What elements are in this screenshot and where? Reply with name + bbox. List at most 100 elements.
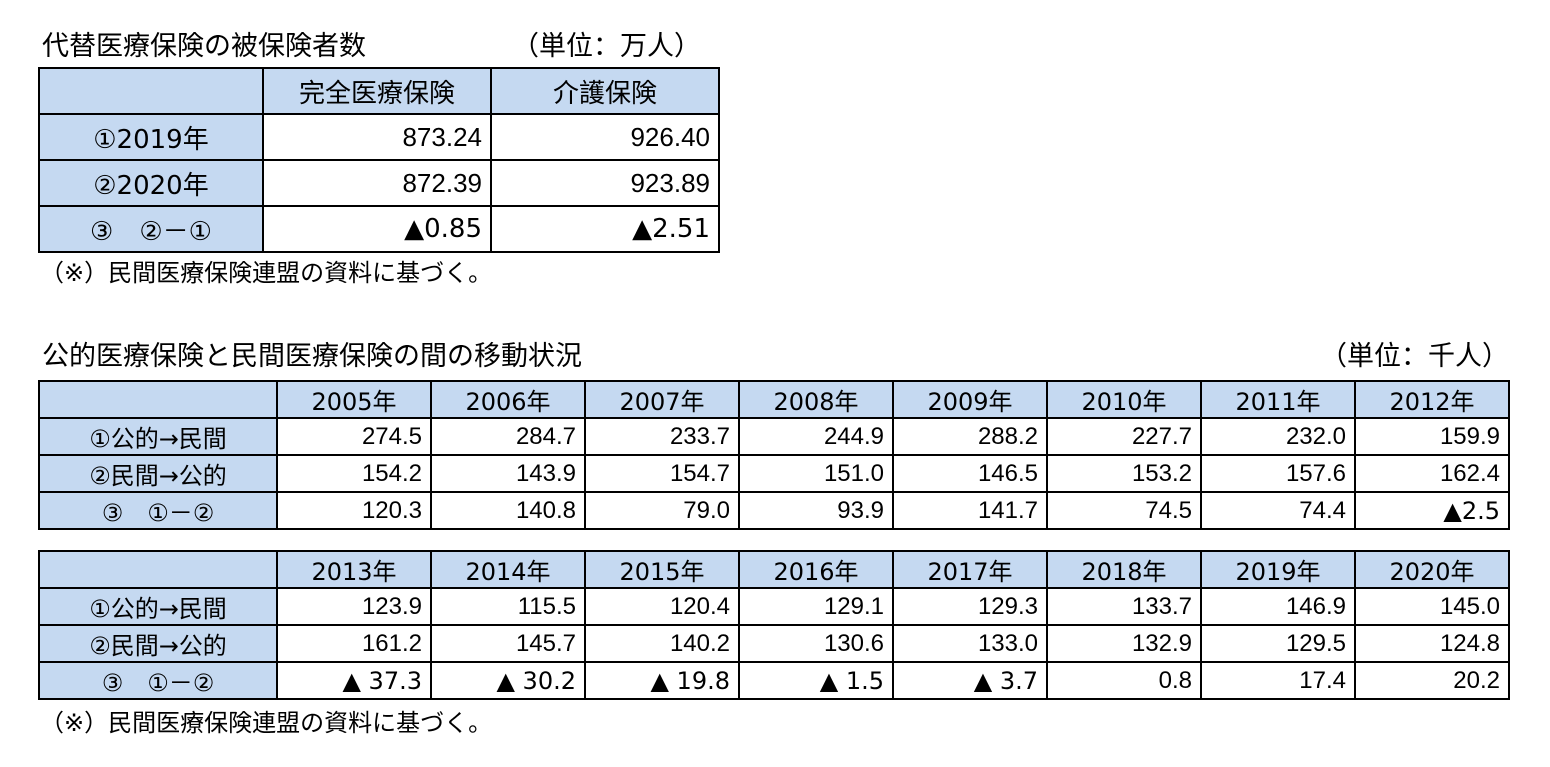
header-cell: 2012年: [1354, 380, 1510, 419]
header-cell: 2006年: [430, 380, 586, 419]
transfer-table-2005-2012: 2005年 2006年 2007年 2008年 2009年 2010年 2011…: [38, 380, 1510, 530]
header-cell: 2016年: [738, 550, 894, 589]
table-cell: 146.9: [1200, 587, 1356, 626]
header-cell: 介護保険: [490, 67, 720, 115]
table-cell: 161.2: [276, 624, 432, 663]
table-cell: 923.89: [490, 159, 720, 207]
table-cell: 145.7: [430, 624, 586, 663]
table-cell: 146.5: [892, 454, 1048, 493]
table-row: ①公的→民間 123.9 115.5 120.4 129.1 129.3 133…: [38, 587, 1510, 626]
table-cell: 115.5: [430, 587, 586, 626]
insured-count-table: 完全医療保険 介護保険 ①2019年 873.24 926.40 ②2020年 …: [38, 67, 720, 253]
table-cell: 141.7: [892, 491, 1048, 530]
table-cell: 284.7: [430, 417, 586, 456]
table-cell: ▲ 37.3: [276, 661, 432, 700]
header-cell: 2017年: [892, 550, 1048, 589]
header-cell: 2019年: [1200, 550, 1356, 589]
table-cell: 145.0: [1354, 587, 1510, 626]
table-cell: 123.9: [276, 587, 432, 626]
table-cell: 232.0: [1200, 417, 1356, 456]
row-label: ①2019年: [38, 113, 264, 161]
table1-title: 代替医療保険の被保険者数: [42, 31, 366, 62]
row-label: ③ ②－①: [38, 205, 264, 253]
table-cell: 926.40: [490, 113, 720, 161]
row-label: ②民間→公的: [38, 624, 278, 663]
table-cell: 20.2: [1354, 661, 1510, 700]
table-cell: 129.3: [892, 587, 1048, 626]
table-cell: 74.4: [1200, 491, 1356, 530]
table-cell: 17.4: [1200, 661, 1356, 700]
table-cell: 129.1: [738, 587, 894, 626]
header-cell: 2008年: [738, 380, 894, 419]
table-cell: ▲ 3.7: [892, 661, 1048, 700]
table-cell: 153.2: [1046, 454, 1202, 493]
table-cell: 154.2: [276, 454, 432, 493]
table-row: ②民間→公的 154.2 143.9 154.7 151.0 146.5 153…: [38, 454, 1510, 493]
header-cell: [38, 67, 264, 115]
header-cell: 2013年: [276, 550, 432, 589]
table-row: ③ ①－② ▲ 37.3 ▲ 30.2 ▲ 19.8 ▲ 1.5 ▲ 3.7 0…: [38, 661, 1510, 700]
table-cell: ▲2.51: [490, 205, 720, 253]
header-cell: 2018年: [1046, 550, 1202, 589]
table-cell: ▲ 19.8: [584, 661, 740, 700]
table1-unit: （単位：万人）: [512, 31, 701, 62]
table-cell: 162.4: [1354, 454, 1510, 493]
table-cell: 233.7: [584, 417, 740, 456]
table-row: ③ ①－② 120.3 140.8 79.0 93.9 141.7 74.5 7…: [38, 491, 1510, 530]
table-header-row: 2005年 2006年 2007年 2008年 2009年 2010年 2011…: [38, 380, 1510, 419]
table-cell: 79.0: [584, 491, 740, 530]
table-row: ①2019年 873.24 926.40: [38, 113, 720, 161]
table2-title: 公的医療保険と民間医療保険の間の移動状況: [42, 341, 582, 372]
table-cell: ▲2.5: [1354, 491, 1510, 530]
table-row: ②民間→公的 161.2 145.7 140.2 130.6 133.0 132…: [38, 624, 1510, 663]
row-label: ③ ①－②: [38, 661, 278, 700]
table2-unit: （単位：千人）: [1320, 341, 1509, 372]
header-cell: 2020年: [1354, 550, 1510, 589]
transfer-table-2013-2020: 2013年 2014年 2015年 2016年 2017年 2018年 2019…: [38, 550, 1510, 700]
table-cell: 140.8: [430, 491, 586, 530]
table-cell: 288.2: [892, 417, 1048, 456]
table-cell: 157.6: [1200, 454, 1356, 493]
row-label: ②2020年: [38, 159, 264, 207]
row-label: ③ ①－②: [38, 491, 278, 530]
table-row: ①公的→民間 274.5 284.7 233.7 244.9 288.2 227…: [38, 417, 1510, 456]
table-cell: 873.24: [262, 113, 492, 161]
table-cell: 133.0: [892, 624, 1048, 663]
table-cell: 244.9: [738, 417, 894, 456]
table-cell: 154.7: [584, 454, 740, 493]
table-cell: 133.7: [1046, 587, 1202, 626]
header-cell: 2010年: [1046, 380, 1202, 419]
row-label: ②民間→公的: [38, 454, 278, 493]
table-cell: 74.5: [1046, 491, 1202, 530]
row-label: ①公的→民間: [38, 417, 278, 456]
table-cell: 129.5: [1200, 624, 1356, 663]
table-cell: 227.7: [1046, 417, 1202, 456]
table-header-row: 2013年 2014年 2015年 2016年 2017年 2018年 2019…: [38, 550, 1510, 589]
table-header-row: 完全医療保険 介護保険: [38, 67, 720, 115]
table-cell: 130.6: [738, 624, 894, 663]
table-cell: 132.9: [1046, 624, 1202, 663]
header-cell: 2005年: [276, 380, 432, 419]
table-cell: ▲0.85: [262, 205, 492, 253]
header-cell: [38, 550, 278, 589]
header-cell: 2007年: [584, 380, 740, 419]
table-cell: ▲ 1.5: [738, 661, 894, 700]
header-cell: 2015年: [584, 550, 740, 589]
table3-note: （※）民間医療保険連盟の資料に基づく。: [40, 709, 493, 737]
table-row: ③ ②－① ▲0.85 ▲2.51: [38, 205, 720, 253]
table-cell: 93.9: [738, 491, 894, 530]
row-label: ①公的→民間: [38, 587, 278, 626]
table-cell: 120.4: [584, 587, 740, 626]
header-cell: 2014年: [430, 550, 586, 589]
table-cell: 140.2: [584, 624, 740, 663]
table-cell: 872.39: [262, 159, 492, 207]
table-cell: 120.3: [276, 491, 432, 530]
table-cell: 151.0: [738, 454, 894, 493]
header-cell: [38, 380, 278, 419]
header-cell: 2009年: [892, 380, 1048, 419]
table-cell: 143.9: [430, 454, 586, 493]
table-row: ②2020年 872.39 923.89: [38, 159, 720, 207]
table-cell: 274.5: [276, 417, 432, 456]
header-cell: 完全医療保険: [262, 67, 492, 115]
table-cell: 124.8: [1354, 624, 1510, 663]
